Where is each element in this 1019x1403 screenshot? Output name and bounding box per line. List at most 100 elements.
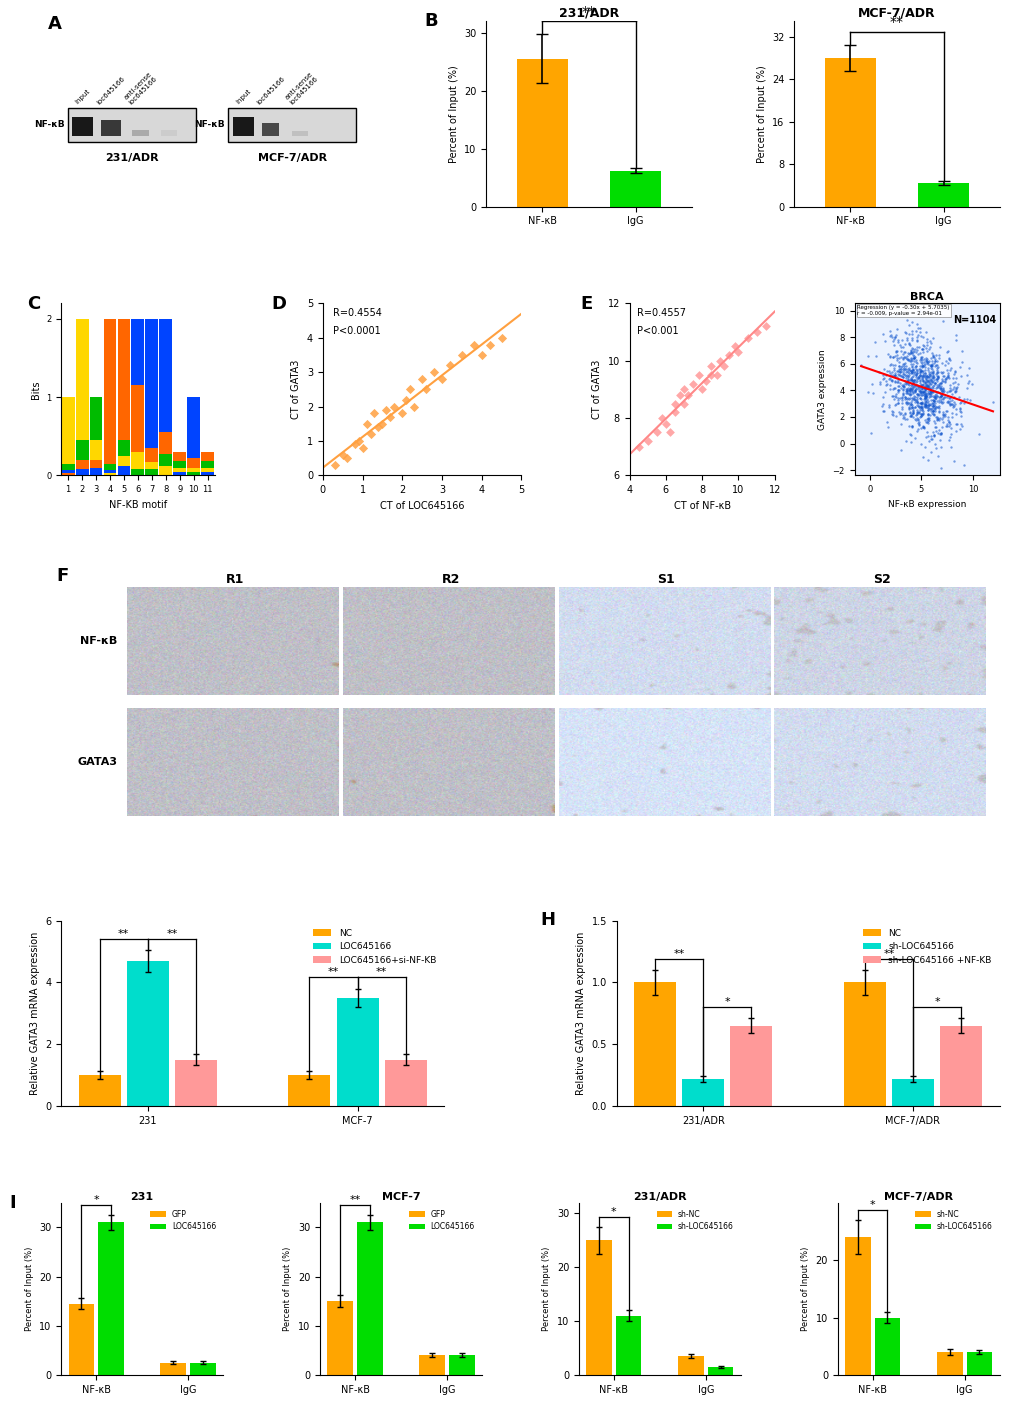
Point bbox=[896, 373, 912, 396]
Point bbox=[859, 345, 875, 368]
Point bbox=[893, 439, 909, 462]
Point bbox=[893, 328, 909, 351]
Point bbox=[909, 408, 925, 431]
Point bbox=[898, 393, 914, 415]
Point bbox=[923, 352, 940, 375]
Point bbox=[901, 397, 917, 419]
Point bbox=[902, 404, 918, 427]
Point bbox=[900, 372, 916, 394]
Point bbox=[917, 391, 933, 414]
Point bbox=[917, 386, 933, 408]
Point bbox=[924, 344, 941, 366]
Point bbox=[900, 379, 916, 401]
Point bbox=[922, 380, 938, 403]
Point bbox=[888, 303, 904, 325]
Bar bbox=[321, 132, 335, 136]
Point bbox=[916, 387, 932, 410]
Point bbox=[932, 383, 949, 405]
Point bbox=[919, 372, 935, 394]
Point bbox=[942, 417, 958, 439]
Point bbox=[702, 363, 718, 386]
Point bbox=[923, 397, 940, 419]
Point bbox=[945, 450, 961, 473]
Point bbox=[906, 427, 922, 449]
Point bbox=[931, 372, 948, 394]
Point bbox=[913, 397, 929, 419]
Point bbox=[925, 345, 942, 368]
Point bbox=[908, 383, 924, 405]
Point bbox=[904, 352, 920, 375]
Point bbox=[955, 389, 971, 411]
Point bbox=[919, 356, 935, 379]
Point bbox=[890, 375, 906, 397]
Point bbox=[932, 384, 949, 407]
Point bbox=[481, 334, 497, 356]
Point bbox=[906, 389, 922, 411]
Point bbox=[889, 379, 905, 401]
Point bbox=[938, 386, 955, 408]
Bar bbox=[707, 1367, 733, 1375]
Point bbox=[926, 415, 943, 438]
Point bbox=[906, 396, 922, 418]
Point bbox=[906, 379, 922, 401]
Point bbox=[906, 337, 922, 359]
Bar bbox=[159, 466, 172, 476]
Bar bbox=[117, 466, 130, 476]
Point bbox=[887, 386, 903, 408]
Point bbox=[923, 342, 940, 365]
Bar bbox=[730, 1026, 771, 1106]
Point bbox=[947, 377, 963, 400]
Title: MCF-7/ADR: MCF-7/ADR bbox=[883, 1193, 953, 1202]
Point bbox=[935, 386, 952, 408]
Point bbox=[916, 387, 932, 410]
Point bbox=[941, 427, 957, 449]
Point bbox=[910, 384, 926, 407]
Point bbox=[927, 390, 944, 412]
Text: *: * bbox=[933, 998, 938, 1007]
Point bbox=[890, 369, 906, 391]
Point bbox=[919, 398, 935, 421]
Point bbox=[922, 373, 938, 396]
Point bbox=[899, 379, 915, 401]
Point bbox=[924, 403, 941, 425]
Point bbox=[896, 386, 912, 408]
Point bbox=[903, 359, 919, 382]
Bar bbox=[357, 1222, 382, 1375]
Point bbox=[904, 376, 920, 398]
Point bbox=[902, 424, 918, 446]
Point bbox=[916, 366, 932, 389]
Point bbox=[905, 369, 921, 391]
Point bbox=[881, 375, 898, 397]
Point bbox=[914, 369, 930, 391]
Point bbox=[899, 373, 915, 396]
Point bbox=[401, 377, 418, 400]
Point bbox=[902, 340, 918, 362]
Point bbox=[917, 377, 933, 400]
Point bbox=[953, 412, 969, 435]
Point bbox=[907, 366, 923, 389]
Point bbox=[922, 398, 938, 421]
Point bbox=[893, 389, 909, 411]
Point bbox=[906, 396, 922, 418]
Point bbox=[913, 368, 929, 390]
Point bbox=[933, 404, 950, 427]
Point bbox=[918, 375, 934, 397]
Point bbox=[916, 386, 932, 408]
Point bbox=[944, 396, 960, 418]
Point bbox=[907, 404, 923, 427]
Bar bbox=[173, 467, 185, 471]
Point bbox=[902, 362, 918, 384]
Text: *: * bbox=[723, 998, 730, 1007]
Point bbox=[894, 358, 910, 380]
Point bbox=[903, 366, 919, 389]
Point bbox=[917, 349, 933, 372]
Point bbox=[889, 382, 905, 404]
Title: BRCA: BRCA bbox=[909, 292, 943, 303]
Point bbox=[934, 380, 951, 403]
Point bbox=[932, 408, 949, 431]
Point bbox=[899, 391, 915, 414]
Bar bbox=[232, 118, 254, 136]
Bar bbox=[131, 318, 144, 386]
Bar bbox=[288, 1075, 330, 1106]
Point bbox=[924, 366, 941, 389]
